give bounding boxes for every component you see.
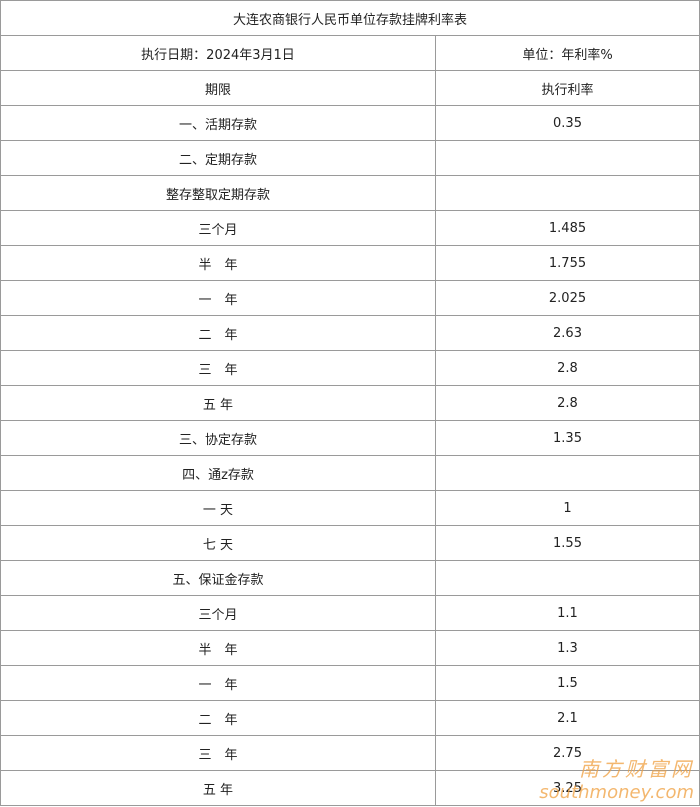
table-row: 七 天 1.55 bbox=[0, 525, 700, 561]
term-cell: 三 年 bbox=[0, 735, 436, 771]
watermark-name: 南方财富网 bbox=[579, 757, 694, 781]
term-cell: 三 年 bbox=[0, 350, 436, 386]
term-cell: 五 年 bbox=[0, 385, 436, 421]
rate-cell: 0.35 bbox=[435, 105, 700, 141]
rate-cell bbox=[435, 175, 700, 211]
table-row: 四、通z存款 bbox=[0, 455, 700, 491]
term-cell: 半 年 bbox=[0, 245, 436, 281]
rate-cell: 2.63 bbox=[435, 315, 700, 351]
term-cell: 二 年 bbox=[0, 700, 436, 736]
rate-cell bbox=[435, 455, 700, 491]
table-row: 三个月 1.485 bbox=[0, 210, 700, 246]
table-row: 三个月 1.1 bbox=[0, 595, 700, 631]
term-cell: 二 年 bbox=[0, 315, 436, 351]
watermark-url: southmoney.com bbox=[539, 782, 694, 803]
rate-cell: 1.755 bbox=[435, 245, 700, 281]
table-row: 五 年 3.25 bbox=[0, 770, 700, 806]
term-cell: 半 年 bbox=[0, 630, 436, 666]
table-row: 二 年 2.1 bbox=[0, 700, 700, 736]
rate-cell: 2.025 bbox=[435, 280, 700, 316]
term-cell: 一 年 bbox=[0, 665, 436, 701]
table-row: 五、保证金存款 bbox=[0, 560, 700, 596]
header: 期限 bbox=[0, 70, 436, 106]
term-cell: 七 天 bbox=[0, 525, 436, 561]
rate-cell: 1.5 bbox=[435, 665, 700, 701]
unit: 单位：年利率% bbox=[435, 35, 700, 71]
term-cell: 一 天 bbox=[0, 490, 436, 526]
term-cell: 四、通z存款 bbox=[0, 455, 436, 491]
term-cell: 一 年 bbox=[0, 280, 436, 316]
table-row: 二 年 2.63 bbox=[0, 315, 700, 351]
table-row: 五 年 2.8 bbox=[0, 385, 700, 421]
term-cell: 整存整取定期存款 bbox=[0, 175, 436, 211]
info-row: 执行日期：2024年3月1日 单位：年利率% bbox=[0, 35, 700, 71]
table-row: 三 年 2.8 bbox=[0, 350, 700, 386]
rate-cell: 1.3 bbox=[435, 630, 700, 666]
rate-cell bbox=[435, 140, 700, 176]
term-cell: 三个月 bbox=[0, 595, 436, 631]
header-row: 期限 执行利率 bbox=[0, 70, 700, 106]
table-row: 三、协定存款 1.35 bbox=[0, 420, 700, 456]
table-row: 三 年 2.75 bbox=[0, 735, 700, 771]
rate-cell: 1.35 bbox=[435, 420, 700, 456]
rate-cell: 1.55 bbox=[435, 525, 700, 561]
watermark: 南方财富网 southmoney.com bbox=[539, 753, 694, 803]
rate-cell: 3.25 bbox=[435, 770, 700, 806]
rate-cell: 2.1 bbox=[435, 700, 700, 736]
term-cell: 三、协定存款 bbox=[0, 420, 436, 456]
date: 执行日期：2024年3月1日 bbox=[0, 35, 436, 71]
term-cell: 一、活期存款 bbox=[0, 105, 436, 141]
rate-cell: 1.485 bbox=[435, 210, 700, 246]
rate-cell: 1.1 bbox=[435, 595, 700, 631]
table-row: 一 年 2.025 bbox=[0, 280, 700, 316]
title-row: 大连农商银行人民币单位存款挂牌利率表 bbox=[0, 0, 700, 36]
table-row: 半 年 1.755 bbox=[0, 245, 700, 281]
term-cell: 五、保证金存款 bbox=[0, 560, 436, 596]
rate-cell: 2.8 bbox=[435, 385, 700, 421]
term-cell: 三个月 bbox=[0, 210, 436, 246]
table-row: 二、定期存款 bbox=[0, 140, 700, 176]
table-title: 大连农商银行人民币单位存款挂牌利率表 bbox=[0, 0, 700, 36]
table-row: 一、活期存款 0.35 bbox=[0, 105, 700, 141]
table-row: 半 年 1.3 bbox=[0, 630, 700, 666]
rate-cell: 1 bbox=[435, 490, 700, 526]
header: 执行利率 bbox=[435, 70, 700, 106]
table-row: 一 年 1.5 bbox=[0, 665, 700, 701]
rate-cell: 2.75 bbox=[435, 735, 700, 771]
term-cell: 五 年 bbox=[0, 770, 436, 806]
table-row: 整存整取定期存款 bbox=[0, 175, 700, 211]
rate-cell: 2.8 bbox=[435, 350, 700, 386]
term-cell: 二、定期存款 bbox=[0, 140, 436, 176]
rate-cell bbox=[435, 560, 700, 596]
